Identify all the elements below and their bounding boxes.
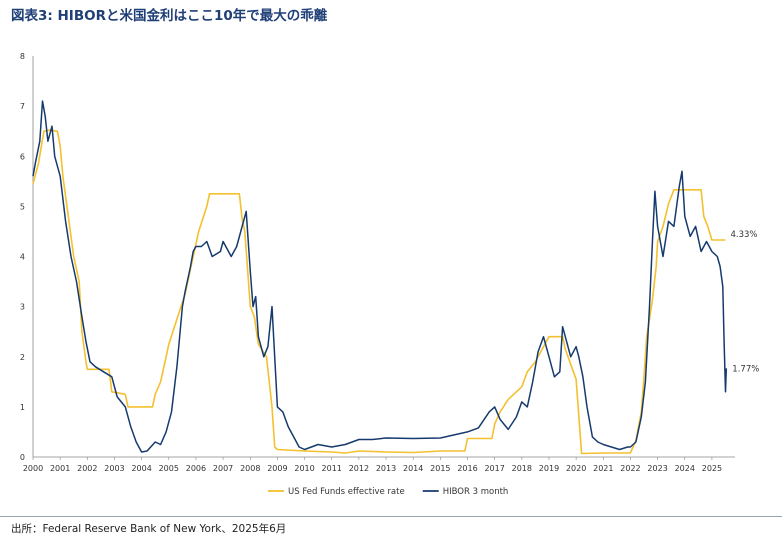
y-tick-label: 0 xyxy=(20,453,25,462)
y-tick-label: 3 xyxy=(20,303,25,312)
x-tick-label: 2001 xyxy=(50,464,70,473)
legend-label-hibor: HIBOR 3 month xyxy=(443,487,509,497)
x-tick-label: 2013 xyxy=(376,464,396,473)
legend-label-us-fed-funds: US Fed Funds effective rate xyxy=(288,487,405,497)
x-tick-label: 2022 xyxy=(620,464,640,473)
x-tick-label: 2002 xyxy=(77,464,97,473)
chart-legend: US Fed Funds effective rate HIBOR 3 month xyxy=(268,487,508,497)
x-tick-label: 2011 xyxy=(322,464,342,473)
chart-series xyxy=(32,100,728,455)
y-tick-label: 1 xyxy=(20,403,25,412)
us-fed-funds-end-label: 4.33% xyxy=(730,230,757,240)
x-tick-label: 2004 xyxy=(131,464,151,473)
chart-axes xyxy=(32,56,735,458)
x-tick-label: 2010 xyxy=(294,464,314,473)
x-tick-label: 2008 xyxy=(240,464,260,473)
us-fed-funds-line xyxy=(32,129,726,455)
source-note: 出所：Federal Reserve Bank of New York、2025… xyxy=(11,523,287,535)
hibor-3m-line xyxy=(32,100,728,453)
x-tick-label: 2025 xyxy=(702,464,722,473)
y-tick-label: 6 xyxy=(20,152,25,161)
x-tick-label: 2009 xyxy=(267,464,287,473)
y-tick-label: 4 xyxy=(20,253,25,262)
x-tick-label: 2014 xyxy=(403,464,423,473)
x-tick-label: 2006 xyxy=(186,464,206,473)
x-tick-label: 2024 xyxy=(675,464,695,473)
end-value-labels: 4.33% 1.77% xyxy=(730,230,759,374)
x-tick-label: 2007 xyxy=(213,464,233,473)
y-tick-label: 8 xyxy=(20,52,25,61)
x-tick-label: 2021 xyxy=(593,464,613,473)
x-tick-label: 2019 xyxy=(539,464,559,473)
y-tick-label: 7 xyxy=(20,102,25,111)
x-tick-label: 2005 xyxy=(159,464,179,473)
y-tick-label: 5 xyxy=(20,202,25,211)
x-tick-label: 2020 xyxy=(566,464,586,473)
x-tick-label: 2017 xyxy=(484,464,504,473)
x-axis-ticks: 2000 2001 2002 2003 2004 2005 2006 2007 2008 2009… xyxy=(23,457,722,473)
x-tick-label: 2012 xyxy=(349,464,369,473)
x-tick-label: 2023 xyxy=(647,464,667,473)
y-axis-ticks: 0 1 2 3 4 5 6 7 8 xyxy=(20,52,25,462)
x-tick-label: 2016 xyxy=(457,464,477,473)
chart-title: 図表3: HIBORと米国金利はここ10年で最大の乖離 xyxy=(11,8,328,24)
x-tick-label: 2003 xyxy=(104,464,124,473)
x-tick-label: 2015 xyxy=(430,464,450,473)
x-tick-label: 2018 xyxy=(512,464,532,473)
hibor-end-label: 1.77% xyxy=(732,364,759,374)
source-divider xyxy=(0,516,782,517)
x-tick-label: 2000 xyxy=(23,464,43,473)
y-tick-label: 2 xyxy=(20,353,25,362)
